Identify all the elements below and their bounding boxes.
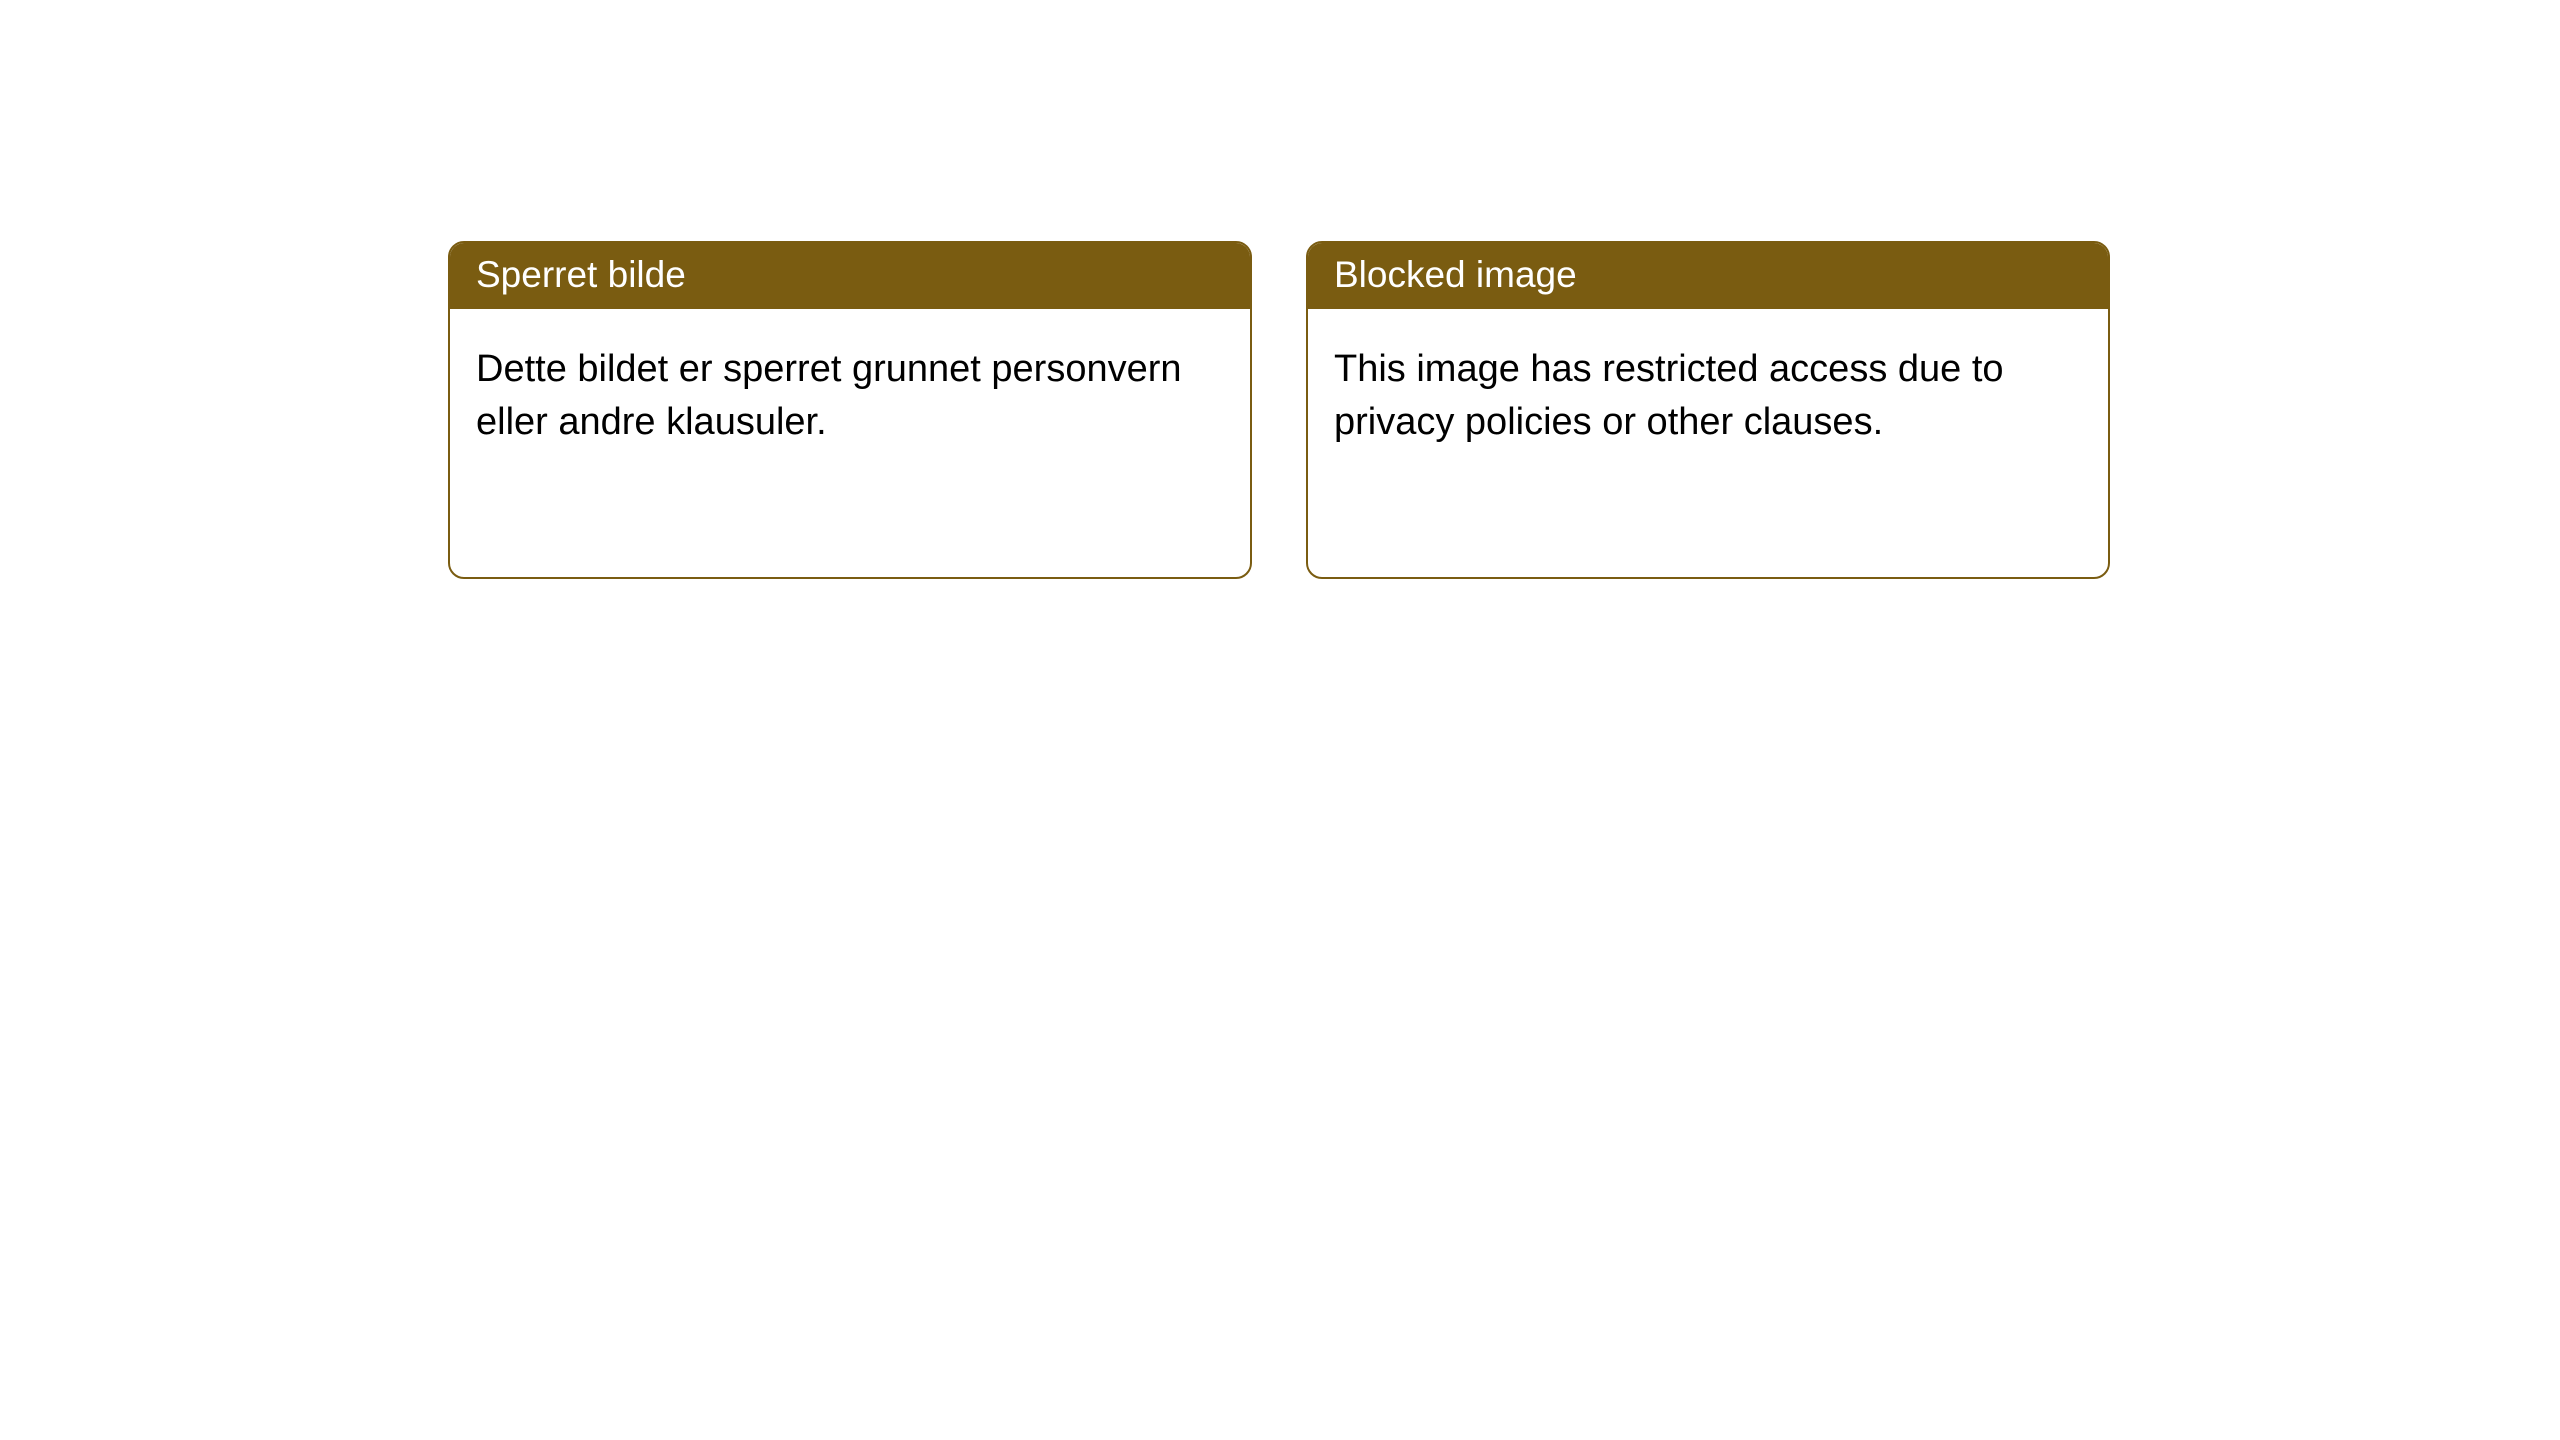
notice-message: Dette bildet er sperret grunnet personve…	[450, 309, 1250, 482]
notice-container: Sperret bilde Dette bildet er sperret gr…	[0, 0, 2560, 579]
notice-message: This image has restricted access due to …	[1308, 309, 2108, 482]
notice-box-norwegian: Sperret bilde Dette bildet er sperret gr…	[448, 241, 1252, 579]
notice-title: Blocked image	[1308, 243, 2108, 309]
notice-title: Sperret bilde	[450, 243, 1250, 309]
notice-box-english: Blocked image This image has restricted …	[1306, 241, 2110, 579]
